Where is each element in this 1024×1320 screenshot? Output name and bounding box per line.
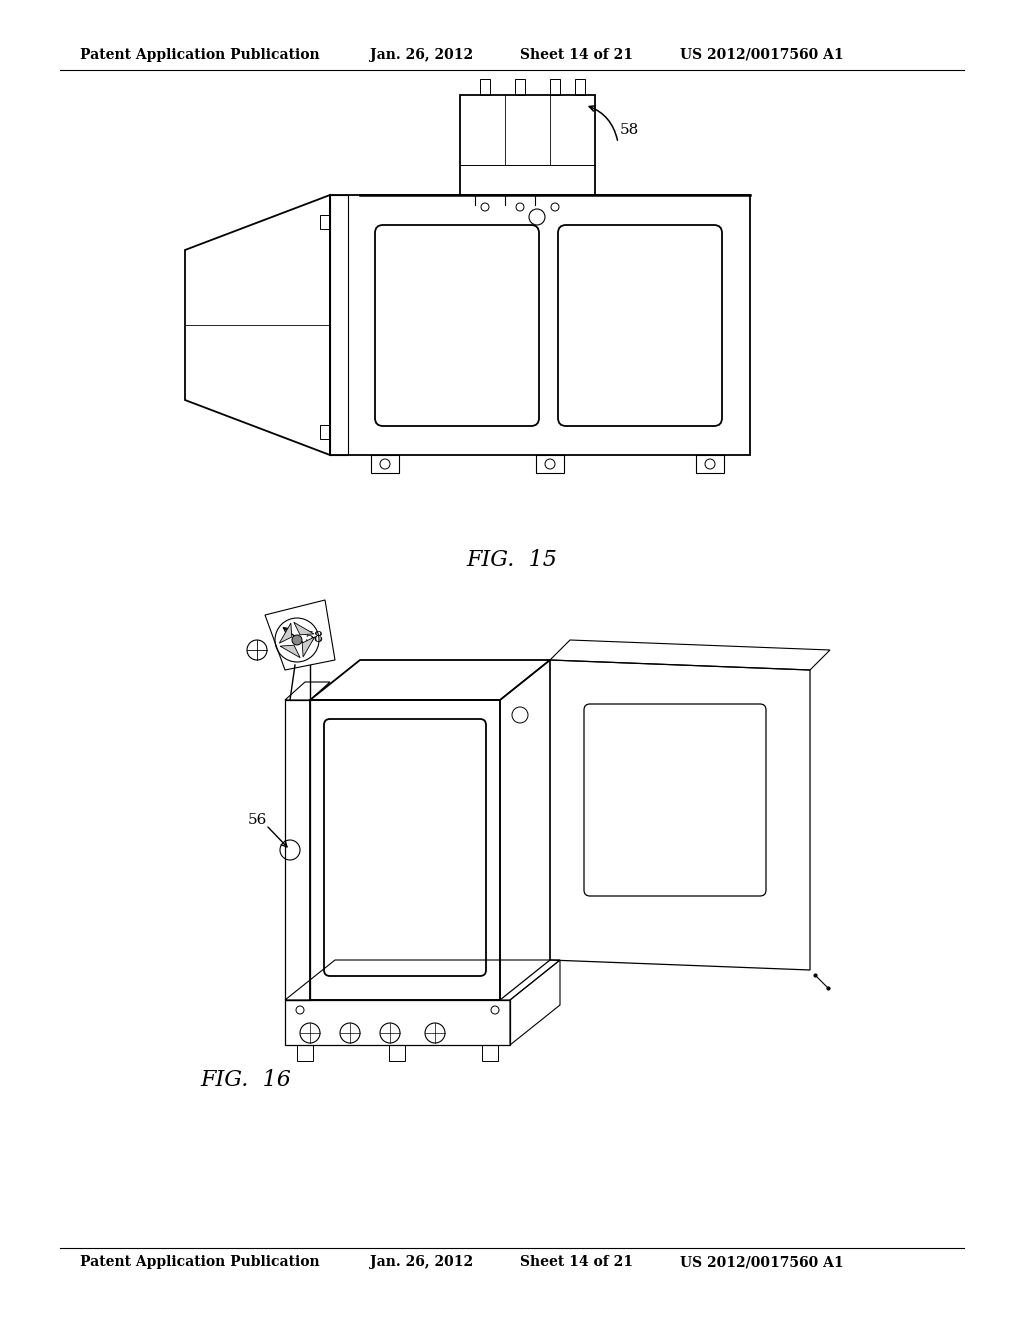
Text: Patent Application Publication: Patent Application Publication (80, 1255, 319, 1269)
Bar (371, 455, 399, 473)
Polygon shape (280, 623, 292, 643)
Polygon shape (302, 636, 314, 657)
Text: Jan. 26, 2012: Jan. 26, 2012 (370, 1255, 473, 1269)
Text: US 2012/0017560 A1: US 2012/0017560 A1 (680, 48, 844, 62)
Bar (515, 79, 525, 95)
Bar (389, 1045, 406, 1061)
Bar (550, 79, 560, 95)
Text: 56: 56 (248, 813, 267, 828)
Bar (319, 425, 330, 440)
Text: Sheet 14 of 21: Sheet 14 of 21 (520, 1255, 633, 1269)
Text: Sheet 14 of 21: Sheet 14 of 21 (520, 48, 633, 62)
Bar (575, 79, 585, 95)
Bar (330, 195, 348, 455)
Text: 58: 58 (305, 631, 325, 645)
Polygon shape (281, 645, 300, 657)
Bar (460, 95, 595, 195)
Bar (297, 1045, 313, 1061)
Bar (319, 215, 330, 228)
Text: Jan. 26, 2012: Jan. 26, 2012 (370, 48, 473, 62)
Text: Patent Application Publication: Patent Application Publication (80, 48, 319, 62)
Polygon shape (294, 622, 314, 635)
Text: FIG.  15: FIG. 15 (467, 549, 557, 572)
Bar (482, 1045, 498, 1061)
Text: 58: 58 (620, 123, 639, 137)
Circle shape (292, 635, 302, 645)
Text: FIG.  16: FIG. 16 (200, 1069, 291, 1092)
Bar (480, 79, 490, 95)
Bar (330, 195, 750, 455)
Bar (536, 455, 564, 473)
Text: US 2012/0017560 A1: US 2012/0017560 A1 (680, 1255, 844, 1269)
Bar (696, 455, 724, 473)
